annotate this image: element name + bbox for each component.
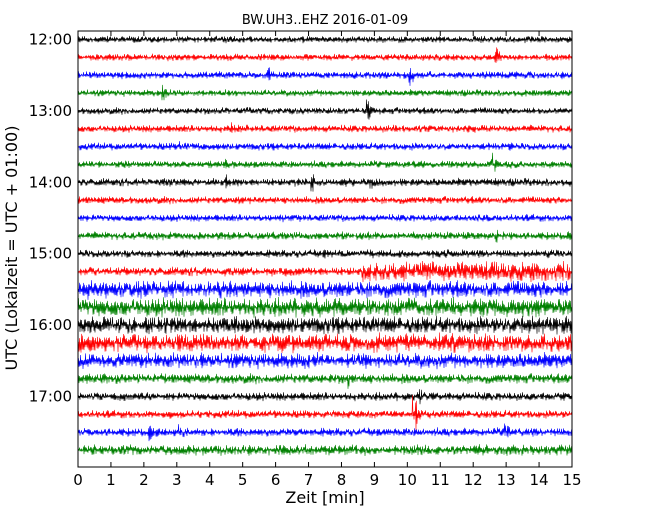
trace-1745 bbox=[78, 444, 572, 457]
trace-1345 bbox=[78, 152, 572, 172]
x-tick-label: 6 bbox=[271, 471, 281, 489]
trace-1615 bbox=[78, 332, 572, 354]
x-axis-label: Zeit [min] bbox=[285, 488, 364, 507]
trace-1730 bbox=[78, 423, 572, 442]
x-axis: 0 1 2 3 4 5 6 7 8 9 10 11 12 13 14 15 bbox=[73, 31, 582, 489]
x-tick-label: 15 bbox=[562, 471, 581, 489]
y-tick-label: 15:00 bbox=[29, 245, 72, 263]
x-tick-label: 14 bbox=[530, 471, 549, 489]
x-tick-label: 1 bbox=[106, 471, 116, 489]
y-axis-label: UTC (Lokalzeit = UTC + 01:00) bbox=[2, 126, 21, 371]
plot-area bbox=[78, 31, 572, 467]
x-tick-label: 0 bbox=[73, 471, 83, 489]
trace-layer bbox=[78, 35, 572, 457]
x-tick-label: 5 bbox=[238, 471, 248, 489]
trace-1230 bbox=[78, 67, 572, 86]
trace-1600 bbox=[78, 315, 572, 335]
trace-1530 bbox=[78, 280, 572, 300]
trace-1400 bbox=[78, 174, 572, 192]
y-tick-label: 13:00 bbox=[29, 102, 72, 120]
x-tick-label: 7 bbox=[304, 471, 314, 489]
trace-1330 bbox=[78, 141, 572, 151]
trace-1445 bbox=[78, 229, 572, 243]
x-tick-label: 9 bbox=[370, 471, 380, 489]
x-tick-label: 10 bbox=[398, 471, 417, 489]
trace-1415 bbox=[78, 195, 572, 205]
trace-1630 bbox=[78, 351, 572, 370]
x-tick-label: 4 bbox=[205, 471, 215, 489]
plot-frame bbox=[77, 30, 573, 468]
trace-1315 bbox=[78, 122, 572, 133]
trace-1715 bbox=[78, 395, 572, 431]
y-axis: 12:00 13:00 14:00 15:00 16:00 17:00 bbox=[29, 31, 572, 406]
trace-1245 bbox=[78, 84, 572, 101]
x-tick-label: 8 bbox=[337, 471, 347, 489]
y-tick-label: 14:00 bbox=[29, 173, 72, 191]
trace-1215 bbox=[78, 47, 572, 63]
x-tick-label: 2 bbox=[139, 471, 149, 489]
trace-1700 bbox=[78, 389, 572, 405]
trace-1645 bbox=[78, 373, 572, 389]
x-tick-label: 3 bbox=[172, 471, 182, 489]
trace-1430 bbox=[78, 213, 572, 223]
trace-1545 bbox=[78, 297, 572, 318]
chart-title: BW.UH3..EHZ 2016-01-09 bbox=[242, 13, 408, 28]
trace-1200 bbox=[78, 35, 572, 44]
y-tick-label: 17:00 bbox=[29, 388, 72, 406]
trace-1300 bbox=[78, 99, 572, 120]
y-tick-label: 16:00 bbox=[29, 316, 72, 334]
x-tick-label: 13 bbox=[497, 471, 516, 489]
y-tick-label: 12:00 bbox=[29, 31, 72, 49]
x-tick-label: 12 bbox=[464, 471, 483, 489]
trace-1500 bbox=[78, 249, 572, 259]
trace-1515 bbox=[78, 260, 572, 283]
x-tick-label: 11 bbox=[431, 471, 450, 489]
